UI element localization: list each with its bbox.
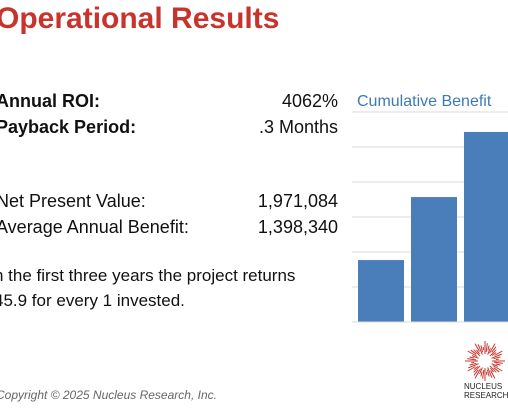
page-title: Operational Results (0, 2, 280, 35)
average-annual-benefit-value: 1,398,340 (257, 217, 338, 237)
chart-title: Cumulative Benefit (357, 93, 492, 110)
summary-line-2: 45.9 for every 1 invested. (0, 291, 185, 310)
npv-value: 1,971,084 (257, 191, 338, 211)
npv-label: Net Present Value: (0, 191, 146, 211)
payback-period-value: .3 Months (258, 117, 338, 137)
nucleus-logo-icon (465, 341, 505, 381)
annual-roi-value: 4062% (281, 91, 338, 111)
copyright-text: Copyright © 2025 Nucleus Research, Inc. (0, 388, 217, 402)
average-annual-benefit-label: Average Annual Benefit: (0, 217, 189, 237)
logo-text: NUCLEUS RESEARCH (464, 382, 508, 400)
bar-1 (358, 260, 404, 322)
summary-text: n the first three years the project retu… (0, 263, 334, 313)
logo-line-2: RESEARCH (464, 391, 508, 400)
payback-period-label: Payback Period: (0, 117, 137, 137)
bar-2 (411, 197, 457, 322)
summary-line-1: n the first three years the project retu… (0, 266, 296, 285)
logo-line-1: NUCLEUS (464, 382, 503, 391)
bar-3 (464, 131, 508, 322)
annual-roi-label: Annual ROI: (0, 91, 100, 111)
